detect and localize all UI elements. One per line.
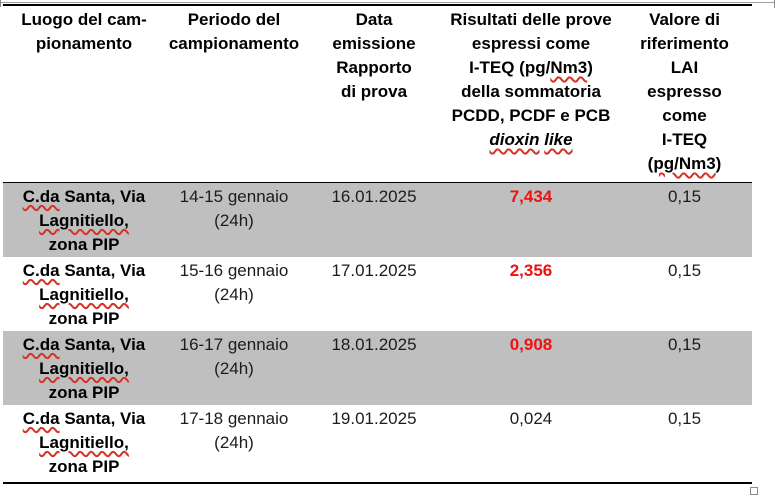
- cell-reference: 0,15: [667, 260, 702, 280]
- page-edge-tick-left: [0, 0, 1, 7]
- header-line: (pg/Nm3): [617, 152, 752, 176]
- place-line: zona PIP: [48, 382, 120, 402]
- cell-place: C.da Santa, Via Lagnitiello, zona PIP: [3, 182, 165, 257]
- cell-place: C.da Santa, Via Lagnitiello, zona PIP: [3, 331, 165, 405]
- header-text: ): [587, 58, 593, 77]
- place-line: C.da Santa, Via: [3, 407, 165, 431]
- place-text: Santa, Via: [64, 260, 146, 280]
- cell-period: 16-17 gennaio (24h): [165, 331, 303, 405]
- misspelled-word: C.da: [22, 186, 60, 206]
- misspelled-word: like: [544, 130, 573, 149]
- table-row: C.da Santa, Via Lagnitiello, zona PIP 14…: [3, 182, 752, 257]
- table-resize-handle-icon[interactable]: [750, 487, 758, 495]
- header-line: Risultati delle prove: [450, 10, 612, 29]
- header-line: LAI: [670, 58, 699, 77]
- header-line: I-TEQ: [661, 130, 708, 149]
- header-periodo: Periodo del campionamento: [165, 5, 303, 182]
- sampling-results-table: Luogo del cam- pionamento Periodo del ca…: [3, 4, 752, 484]
- header-text: ): [715, 154, 722, 173]
- cell-result: 0,024: [509, 408, 553, 428]
- place-line: C.da Santa, Via: [3, 333, 165, 357]
- cell-reference: 0,15: [667, 186, 702, 206]
- period-line: (24h): [214, 358, 254, 378]
- period-line: (24h): [214, 432, 254, 452]
- header-line: di prova: [340, 82, 408, 101]
- cell-result: 0,908: [509, 334, 553, 354]
- misspelled-word: Lagnitiello,: [39, 358, 129, 378]
- place-text: Santa, Via: [64, 408, 146, 428]
- place-line: Lagnitiello,: [3, 357, 165, 381]
- period-line: 16-17 gennaio: [179, 334, 289, 354]
- place-line: zona PIP: [48, 308, 120, 328]
- cell-report-date: 18.01.2025: [331, 334, 417, 354]
- header-data-emissione: Data emissione Rapporto di prova: [303, 5, 445, 182]
- place-line: C.da Santa, Via: [3, 259, 165, 283]
- header-text: (: [647, 154, 654, 173]
- place-text: Santa, Via: [64, 334, 146, 354]
- header-line: come: [662, 106, 707, 125]
- header-row: Luogo del cam- pionamento Periodo del ca…: [3, 5, 752, 182]
- period-line: (24h): [214, 210, 254, 230]
- cell-reference: 0,15: [667, 408, 702, 428]
- place-line: zona PIP: [48, 234, 120, 254]
- header-line: riferimento: [640, 34, 729, 53]
- cell-result: 7,434: [509, 186, 553, 206]
- cell-reference: 0,15: [667, 334, 702, 354]
- place-line: C.da Santa, Via: [3, 185, 165, 209]
- misspelled-word: dioxin: [489, 130, 540, 149]
- header-line: I-TEQ (pg/Nm3): [445, 56, 617, 80]
- table-row: C.da Santa, Via Lagnitiello, zona PIP 16…: [3, 330, 752, 405]
- cell-period: 14-15 gennaio (24h): [165, 182, 303, 257]
- place-line: Lagnitiello,: [3, 283, 165, 307]
- period-line: 15-16 gennaio: [179, 260, 289, 280]
- header-line: Rapporto: [336, 58, 412, 77]
- cell-result: 2,356: [509, 260, 553, 280]
- header-line: emissione: [332, 34, 416, 53]
- misspelled-word: Lagnitiello,: [39, 210, 129, 230]
- period-line: 14-15 gennaio: [179, 186, 289, 206]
- misspelled-word: Lagnitiello,: [39, 432, 129, 452]
- header-line: Luogo del cam-: [21, 10, 147, 29]
- header-line: della sommatoria: [461, 82, 601, 101]
- header-line: espresso: [647, 82, 722, 101]
- misspelled-word: pg/Nm3: [653, 154, 716, 173]
- header-line: Data: [355, 10, 393, 29]
- period-line: 17-18 gennaio: [179, 408, 289, 428]
- header-line-dioxin-like: dioxin like: [445, 128, 617, 152]
- place-line: zona PIP: [48, 456, 120, 476]
- cell-period: 17-18 gennaio (24h): [165, 405, 303, 483]
- table-row: C.da Santa, Via Lagnitiello, zona PIP 15…: [3, 257, 752, 331]
- cell-place: C.da Santa, Via Lagnitiello, zona PIP: [3, 257, 165, 331]
- place-text: Santa, Via: [64, 186, 146, 206]
- header-line: campionamento: [168, 34, 300, 53]
- page-edge-line: [0, 2, 775, 3]
- misspelled-word: C.da: [22, 334, 60, 354]
- cell-report-date: 16.01.2025: [331, 186, 417, 206]
- header-luogo: Luogo del cam- pionamento: [3, 5, 165, 182]
- header-line: Valore di: [649, 10, 720, 29]
- place-line: Lagnitiello,: [3, 209, 165, 233]
- table-row: C.da Santa, Via Lagnitiello, zona PIP 17…: [3, 405, 752, 483]
- cell-period: 15-16 gennaio (24h): [165, 257, 303, 331]
- misspelled-word: C.da: [22, 408, 60, 428]
- header-line: Periodo del: [187, 10, 281, 29]
- header-risultati: Risultati delle prove espressi come I-TE…: [445, 5, 617, 182]
- misspelled-word: C.da: [22, 260, 60, 280]
- place-line: Lagnitiello,: [3, 431, 165, 455]
- cell-report-date: 17.01.2025: [331, 260, 417, 280]
- header-line: pionamento: [35, 34, 133, 53]
- misspelled-word: Lagnitiello,: [39, 284, 129, 304]
- header-text: I-TEQ (pg/: [469, 58, 551, 77]
- header-line: espressi come: [471, 34, 591, 53]
- cell-place: C.da Santa, Via Lagnitiello, zona PIP: [3, 405, 165, 483]
- period-line: (24h): [214, 284, 254, 304]
- header-line: PCDD, PCDF e PCB: [451, 106, 611, 125]
- cell-report-date: 19.01.2025: [331, 408, 417, 428]
- misspelled-word: Nm3: [550, 58, 588, 77]
- header-valore: Valore di riferimento LAI espresso come …: [617, 5, 752, 182]
